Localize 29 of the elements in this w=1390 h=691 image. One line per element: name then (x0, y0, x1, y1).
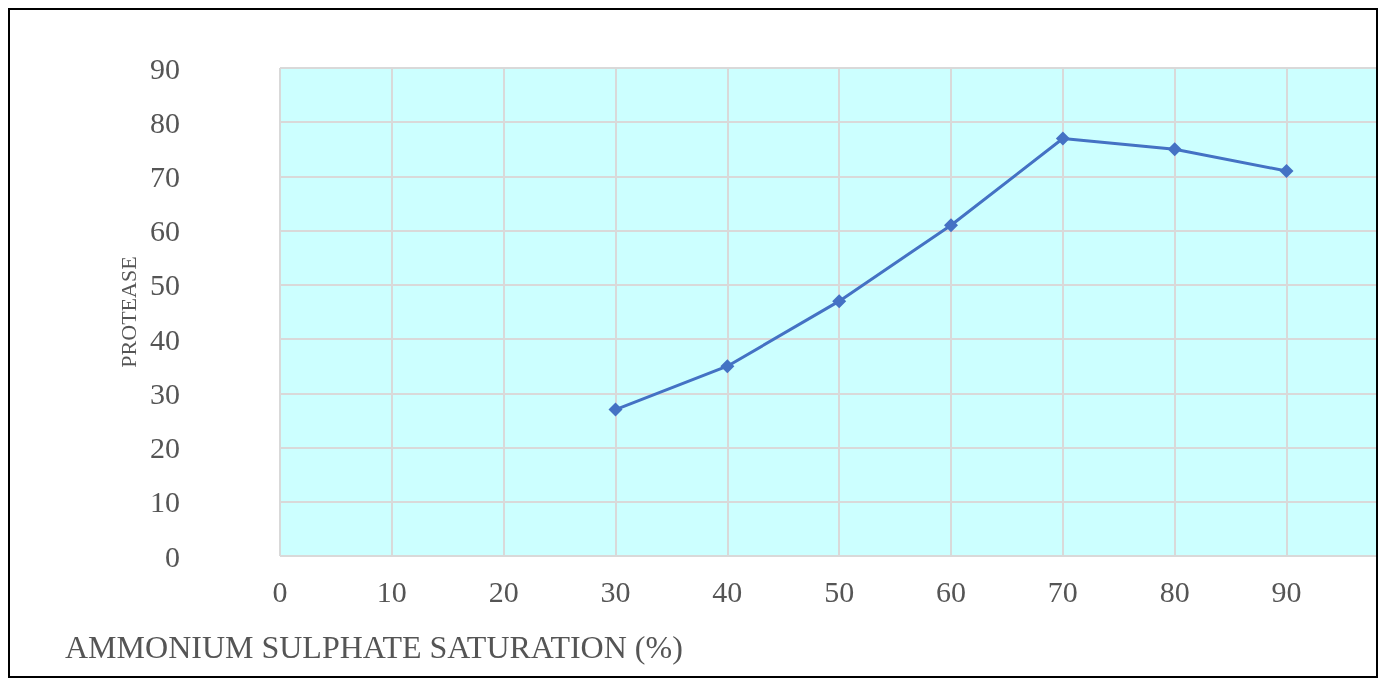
y-tick-label: 80 (150, 105, 180, 139)
y-tick-label: 20 (150, 431, 180, 465)
y-tick-label: 60 (150, 214, 180, 248)
y-tick-label: 0 (165, 539, 180, 573)
point (608, 402, 623, 417)
y-axis-title: PROTEASE (115, 256, 141, 368)
x-tick-label: 10 (376, 574, 407, 608)
point (1167, 142, 1182, 157)
y-tick-label: 50 (150, 268, 180, 302)
x-tick-label: 90 (1271, 574, 1302, 608)
x-tick-label: 50 (824, 574, 855, 608)
point (1279, 164, 1294, 179)
y-tick-label: 90 (150, 51, 180, 85)
x-tick-label: 30 (600, 574, 631, 608)
point (720, 359, 735, 374)
y-tick-label: 40 (150, 322, 180, 356)
y-tick-label: 30 (150, 376, 180, 410)
x-axis-title: AMMONIUM SULPHATE SATURATION (%) (65, 629, 683, 665)
x-tick-label: 60 (936, 574, 967, 608)
x-tick-label: 70 (1047, 574, 1078, 608)
x-tick-label: 80 (1159, 574, 1190, 608)
point (944, 218, 959, 233)
x-tick-label: 40 (712, 574, 743, 608)
point (1055, 131, 1070, 146)
point (832, 294, 847, 309)
y-tick-label: 10 (150, 485, 180, 519)
y-tick-label: 70 (150, 159, 180, 193)
x-tick-label: 0 (272, 574, 288, 608)
x-tick-label: 20 (488, 574, 519, 608)
